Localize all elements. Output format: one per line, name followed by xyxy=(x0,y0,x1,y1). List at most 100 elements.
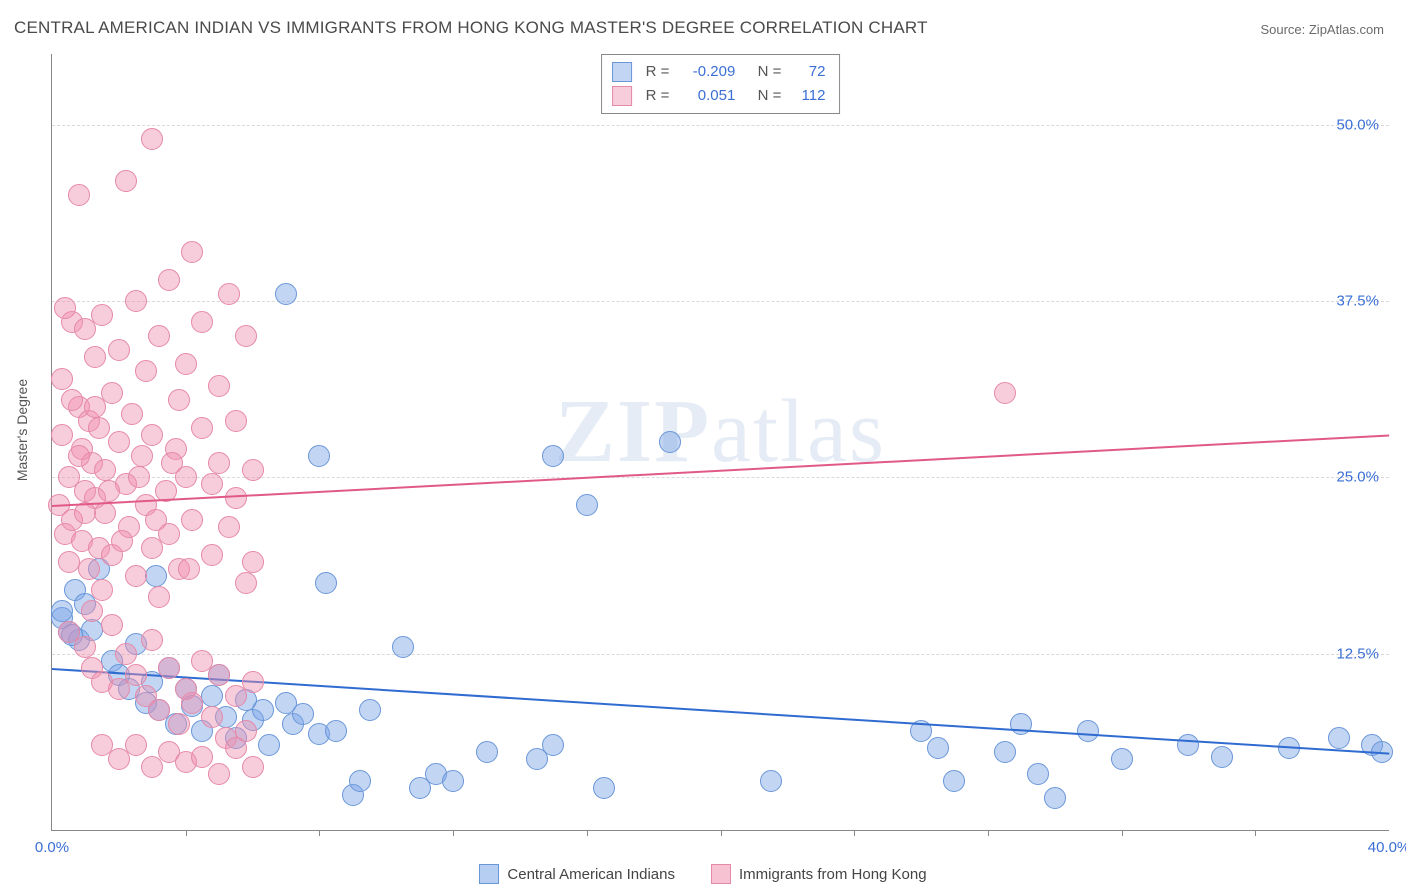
stats-row: R =0.051 N =112 xyxy=(612,84,826,108)
data-point xyxy=(1328,727,1350,749)
data-point xyxy=(208,763,230,785)
data-point xyxy=(943,770,965,792)
data-point xyxy=(359,699,381,721)
data-point xyxy=(252,699,274,721)
data-point xyxy=(208,375,230,397)
data-point xyxy=(349,770,371,792)
legend-swatch xyxy=(711,864,731,884)
source-attribution: Source: ZipAtlas.com xyxy=(1260,22,1384,37)
data-point xyxy=(225,487,247,509)
data-point xyxy=(235,325,257,347)
y-axis-label: Master's Degree xyxy=(14,379,30,481)
data-point xyxy=(141,629,163,651)
watermark: ZIPatlas xyxy=(555,380,886,483)
data-point xyxy=(258,734,280,756)
legend-label: Central American Indians xyxy=(507,866,675,883)
data-point xyxy=(141,424,163,446)
x-tick-mark xyxy=(721,830,722,836)
data-point xyxy=(148,325,170,347)
series-swatch xyxy=(612,62,632,82)
data-point xyxy=(1177,734,1199,756)
data-point xyxy=(168,713,190,735)
data-point xyxy=(121,403,143,425)
data-point xyxy=(994,382,1016,404)
stats-n-value: 112 xyxy=(791,84,825,108)
data-point xyxy=(201,473,223,495)
data-point xyxy=(135,360,157,382)
data-point xyxy=(1211,746,1233,768)
data-point xyxy=(191,417,213,439)
data-point xyxy=(51,368,73,390)
data-point xyxy=(927,737,949,759)
data-point xyxy=(1077,720,1099,742)
x-tick-mark xyxy=(1255,830,1256,836)
x-tick-mark xyxy=(854,830,855,836)
x-tick-mark xyxy=(587,830,588,836)
data-point xyxy=(218,283,240,305)
x-tick-mark xyxy=(988,830,989,836)
data-point xyxy=(542,734,564,756)
stats-r-value: 0.051 xyxy=(679,84,735,108)
data-point xyxy=(148,699,170,721)
data-point xyxy=(315,572,337,594)
data-point xyxy=(576,494,598,516)
legend: Central American Indians Immigrants from … xyxy=(0,864,1406,888)
data-point xyxy=(201,706,223,728)
gridline xyxy=(52,654,1389,655)
data-point xyxy=(91,579,113,601)
data-point xyxy=(145,565,167,587)
stats-n-label: N = xyxy=(749,84,781,108)
data-point xyxy=(208,452,230,474)
y-tick-label: 37.5% xyxy=(1336,292,1379,309)
data-point xyxy=(94,459,116,481)
legend-label: Immigrants from Hong Kong xyxy=(739,866,927,883)
data-point xyxy=(242,671,264,693)
data-point xyxy=(442,770,464,792)
data-point xyxy=(191,746,213,768)
data-point xyxy=(242,551,264,573)
legend-item: Central American Indians xyxy=(479,864,675,884)
stats-n-value: 72 xyxy=(791,60,825,84)
data-point xyxy=(201,544,223,566)
data-point xyxy=(81,600,103,622)
data-point xyxy=(84,396,106,418)
data-point xyxy=(178,558,200,580)
data-point xyxy=(181,241,203,263)
y-tick-label: 25.0% xyxy=(1336,469,1379,486)
x-tick-mark xyxy=(1122,830,1123,836)
data-point xyxy=(84,346,106,368)
data-point xyxy=(98,480,120,502)
stats-n-label: N = xyxy=(749,60,781,84)
correlation-stats-box: R =-0.209 N =72R =0.051 N =112 xyxy=(601,54,841,114)
data-point xyxy=(58,551,80,573)
stats-row: R =-0.209 N =72 xyxy=(612,60,826,84)
data-point xyxy=(125,290,147,312)
data-point xyxy=(145,509,167,531)
data-point xyxy=(275,283,297,305)
data-point xyxy=(68,445,90,467)
series-swatch xyxy=(612,86,632,106)
data-point xyxy=(108,431,130,453)
data-point xyxy=(91,304,113,326)
stats-r-value: -0.209 xyxy=(679,60,735,84)
data-point xyxy=(308,445,330,467)
gridline xyxy=(52,301,1389,302)
data-point xyxy=(131,445,153,467)
legend-swatch xyxy=(479,864,499,884)
data-point xyxy=(542,445,564,467)
data-point xyxy=(181,509,203,531)
data-point xyxy=(168,389,190,411)
data-point xyxy=(158,269,180,291)
data-point xyxy=(61,389,83,411)
data-point xyxy=(51,600,73,622)
y-tick-label: 50.0% xyxy=(1336,116,1379,133)
data-point xyxy=(994,741,1016,763)
data-point xyxy=(111,530,133,552)
x-tick-label: 40.0% xyxy=(1368,839,1406,856)
data-point xyxy=(325,720,347,742)
data-point xyxy=(191,311,213,333)
data-point xyxy=(201,685,223,707)
data-point xyxy=(51,424,73,446)
data-point xyxy=(1111,748,1133,770)
data-point xyxy=(292,703,314,725)
